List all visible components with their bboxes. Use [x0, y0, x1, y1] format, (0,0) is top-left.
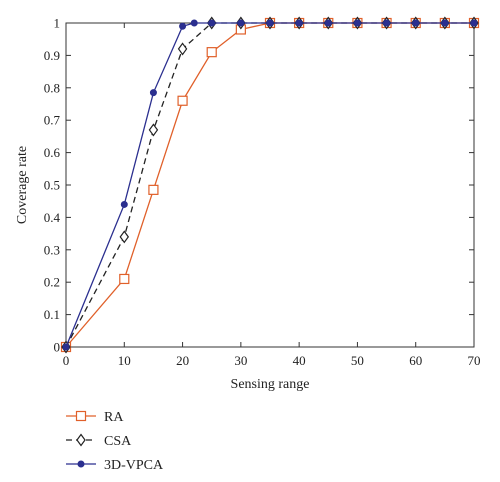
x-tick-label: 10: [118, 353, 131, 368]
legend-label: RA: [104, 410, 124, 425]
y-tick-label: 0.2: [44, 275, 60, 290]
legend-item: 3D-VPCA: [66, 458, 164, 473]
y-tick-label: 0.4: [44, 210, 61, 225]
data-point: [148, 123, 159, 137]
series-ra: [60, 17, 480, 353]
y-tick-label: 0.7: [44, 113, 61, 128]
data-point: [441, 19, 449, 27]
data-point: [148, 184, 159, 195]
x-tick-label: 70: [468, 353, 481, 368]
y-tick-label: 0: [54, 340, 61, 355]
legend: RA CSA 3D-VPCA: [66, 410, 164, 473]
data-point: [353, 19, 361, 27]
data-point: [412, 19, 420, 27]
series-line: [65, 22, 474, 348]
data-point: [470, 19, 478, 27]
y-tick-label: 0.8: [44, 80, 60, 95]
data-point: [177, 42, 188, 56]
data-point: [177, 95, 188, 106]
data-point: [383, 19, 391, 27]
data-point: [149, 89, 157, 97]
data-point: [179, 22, 187, 30]
y-axis-title: Coverage rate: [15, 146, 30, 224]
data-point: [237, 19, 245, 27]
legend-label: CSA: [104, 434, 132, 449]
legend-marker: [77, 460, 85, 468]
y-tick-label: 0.1: [44, 307, 60, 322]
y-tick-label: 1: [54, 16, 61, 31]
plot-frame: [65, 22, 475, 348]
data-point: [206, 47, 217, 58]
y-tick-label: 0.5: [44, 178, 60, 193]
data-point: [324, 19, 332, 27]
series-line: [65, 22, 474, 348]
data-point: [295, 19, 303, 27]
y-tick-label: 0.6: [44, 145, 61, 160]
y-axis-ticks: 0 0.1 0.2 0.3 0.4 0.5 0.6 0.7 0.8 0.9 1: [44, 16, 474, 355]
data-point: [119, 230, 130, 244]
data-point: [119, 273, 130, 285]
x-tick-label: 40: [293, 353, 306, 368]
data-point: [190, 19, 198, 27]
x-axis-ticks: 0 10 20 30 40 50 60 70: [63, 23, 481, 368]
legend-marker: [76, 433, 86, 447]
series-line: [65, 22, 474, 348]
series-layer: [60, 16, 480, 354]
data-point: [120, 200, 128, 208]
legend-label: 3D-VPCA: [104, 458, 164, 473]
plot-area-border: [65, 22, 475, 348]
series-3d-vpca: [62, 19, 478, 351]
data-point: [208, 19, 216, 27]
x-tick-label: 50: [351, 353, 364, 368]
legend-item: CSA: [66, 433, 132, 449]
y-tick-label: 0.3: [44, 242, 60, 257]
data-point: [62, 343, 70, 351]
x-tick-label: 0: [63, 353, 70, 368]
data-point: [266, 19, 274, 27]
x-tick-label: 20: [176, 353, 189, 368]
legend-item: RA: [66, 410, 124, 425]
x-tick-label: 60: [409, 353, 422, 368]
x-tick-label: 30: [234, 353, 247, 368]
legend-marker: [75, 410, 87, 422]
x-axis-title: Sensing range: [231, 377, 310, 392]
series-csa: [61, 16, 479, 354]
y-tick-label: 0.9: [44, 48, 60, 63]
